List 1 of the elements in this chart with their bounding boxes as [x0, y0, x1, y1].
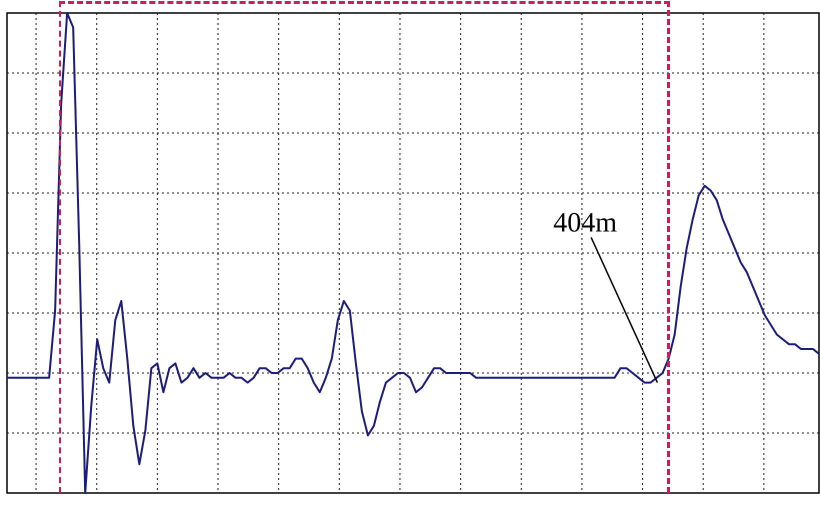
- annotation: 404m: [553, 207, 618, 238]
